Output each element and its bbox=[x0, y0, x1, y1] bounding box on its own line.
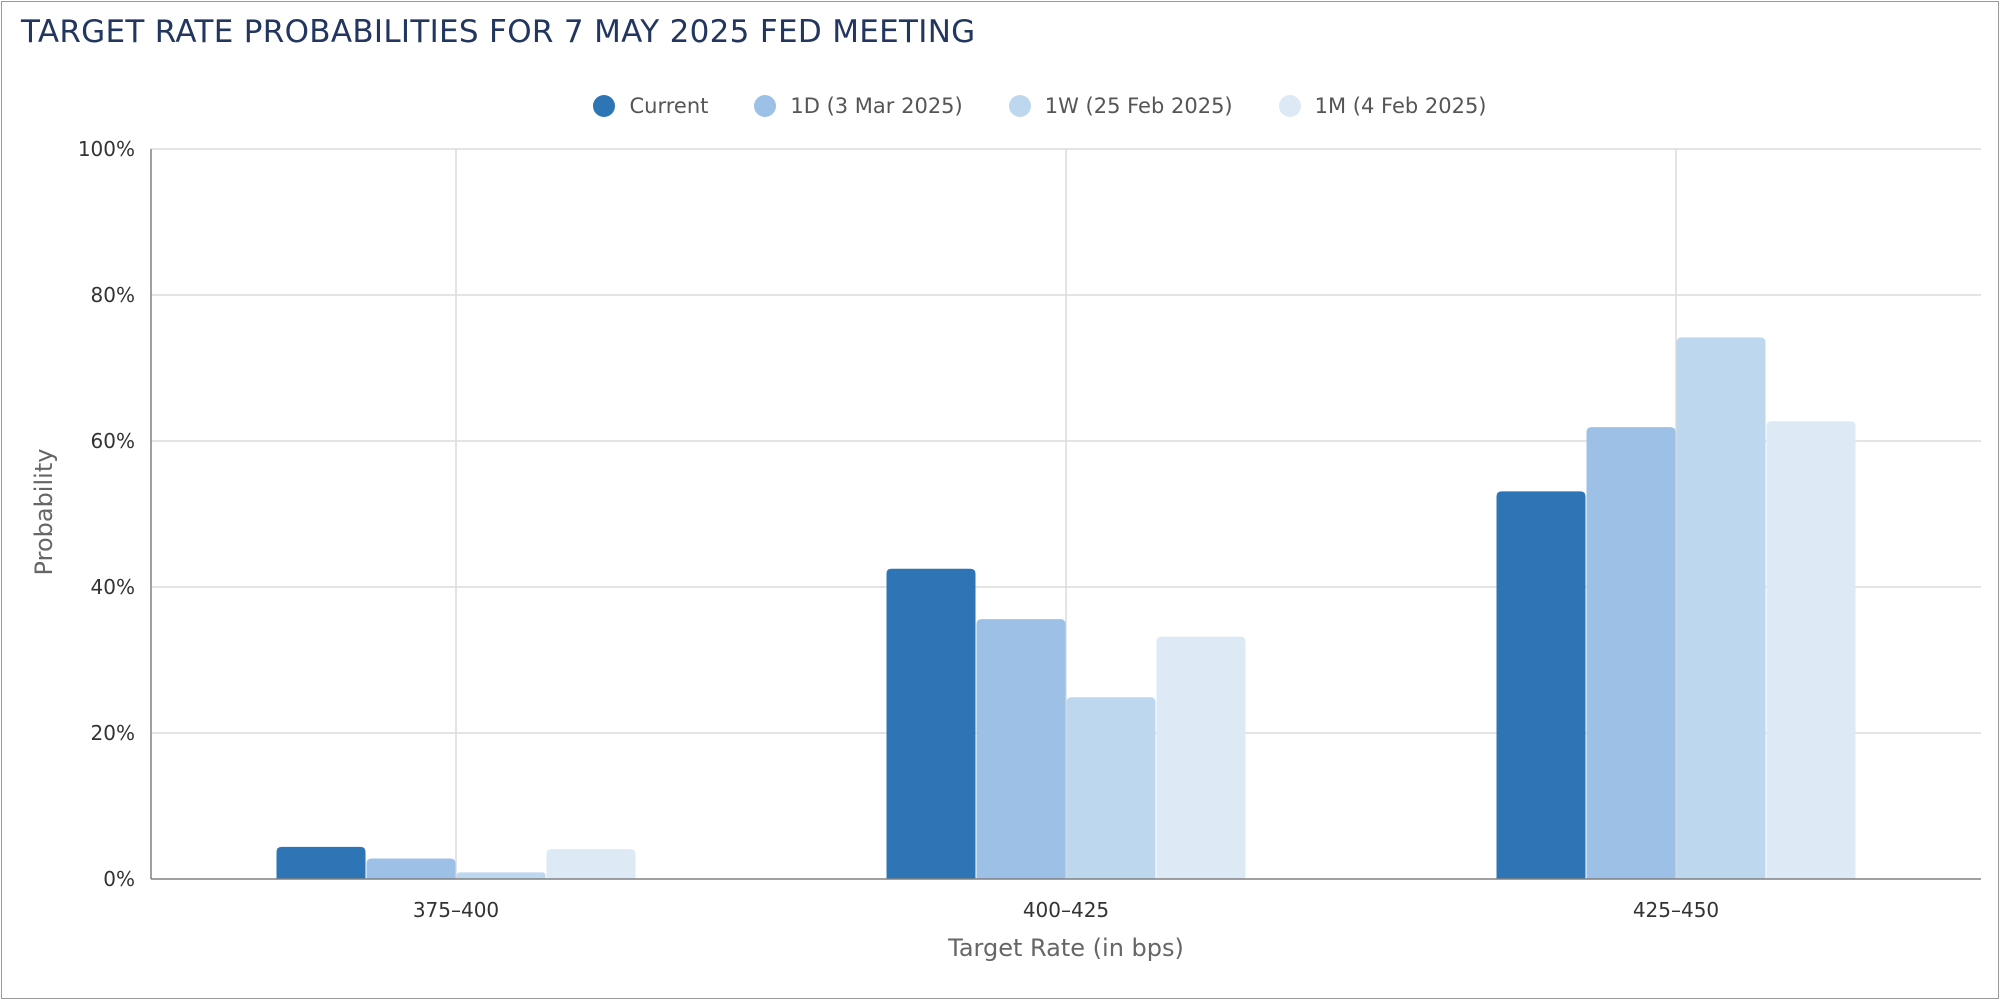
bars: Current • 375-400: 4.4%1D (3 Mar 2025) •… bbox=[276, 337, 1856, 880]
legend-swatch-1d bbox=[754, 95, 777, 117]
x-tick-label: 425–450 bbox=[1633, 898, 1719, 922]
bar[interactable]: 1D (3 Mar 2025) • 400-425: 35.6% bbox=[976, 619, 1066, 879]
legend-label-1w: 1W (25 Feb 2025) bbox=[1044, 94, 1233, 118]
legend-item-1d[interactable]: 1D (3 Mar 2025) bbox=[754, 94, 963, 118]
bar[interactable]: 1D (3 Mar 2025) • 425-450: 61.9% bbox=[1586, 427, 1676, 879]
legend: Current 1D (3 Mar 2025) 1W (25 Feb 2025)… bbox=[2, 94, 1998, 118]
legend-item-current[interactable]: Current bbox=[593, 94, 708, 118]
bar[interactable]: Current • 425-450: 53.1% bbox=[1496, 491, 1586, 879]
y-tick-label: 60% bbox=[91, 429, 135, 453]
legend-label-1m: 1M (4 Feb 2025) bbox=[1314, 94, 1487, 118]
grid-lines bbox=[151, 148, 1981, 879]
bar[interactable]: 1W (25 Feb 2025) • 375-400: 0.9% bbox=[456, 872, 546, 879]
y-tick-label: 40% bbox=[91, 575, 135, 599]
bar[interactable]: Current • 400-425: 42.5% bbox=[886, 568, 976, 879]
tick-labels: 0% 20% 40% 60% 80% 100% 375–400 400–425 425–450 bbox=[78, 137, 1719, 922]
legend-swatch-1m bbox=[1278, 95, 1301, 117]
legend-label-1d: 1D (3 Mar 2025) bbox=[790, 94, 963, 118]
bar[interactable]: 1M (4 Feb 2025) • 425-450: 62.7% bbox=[1766, 421, 1856, 879]
legend-swatch-current bbox=[593, 95, 616, 117]
y-tick-label: 100% bbox=[78, 137, 135, 161]
chart-title: TARGET RATE PROBABILITIES FOR 7 MAY 2025… bbox=[21, 14, 976, 50]
x-tick-label: 400–425 bbox=[1023, 898, 1109, 922]
x-tick-label: 375–400 bbox=[413, 898, 499, 922]
y-axis-title: Probability bbox=[30, 449, 58, 576]
bar[interactable]: 1M (4 Feb 2025) • 400-425: 33.2% bbox=[1156, 636, 1246, 879]
legend-item-1m[interactable]: 1M (4 Feb 2025) bbox=[1278, 94, 1487, 118]
y-tick-label: 80% bbox=[91, 283, 135, 307]
bar[interactable]: 1M (4 Feb 2025) • 375-400: 4.1% bbox=[546, 849, 636, 879]
legend-swatch-1w bbox=[1008, 95, 1031, 117]
x-axis-title: Target Rate (in bps) bbox=[947, 934, 1184, 962]
y-tick-label: 0% bbox=[103, 867, 135, 891]
legend-item-1w[interactable]: 1W (25 Feb 2025) bbox=[1008, 94, 1233, 118]
axes bbox=[150, 149, 1981, 880]
bar[interactable]: Current • 375-400: 4.4% bbox=[276, 846, 366, 879]
bar[interactable]: 1W (25 Feb 2025) • 425-450: 74.2% bbox=[1676, 337, 1766, 880]
y-tick-label: 20% bbox=[91, 721, 135, 745]
bar[interactable]: 1D (3 Mar 2025) • 375-400: 2.8% bbox=[366, 858, 456, 879]
legend-label-current: Current bbox=[629, 94, 709, 118]
bar[interactable]: 1W (25 Feb 2025) • 400-425: 24.9% bbox=[1066, 697, 1156, 879]
